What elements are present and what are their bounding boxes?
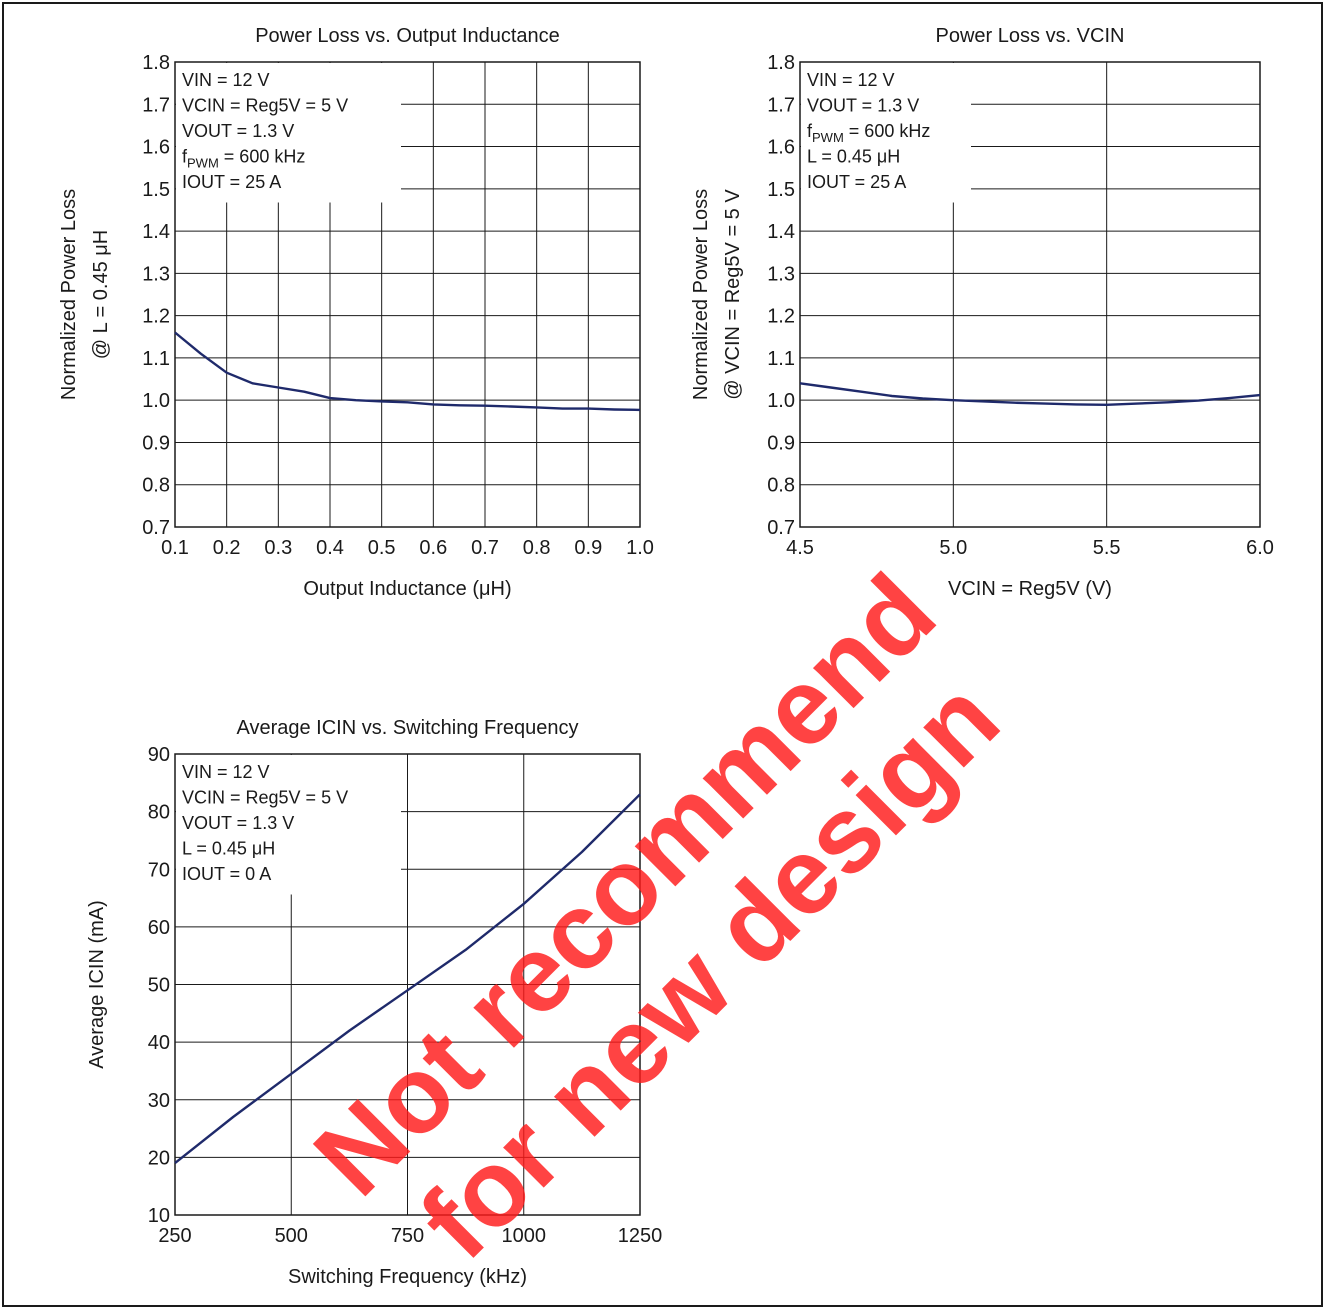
annotation-text: VCIN = Reg5V = 5 V [182, 96, 348, 116]
y-tick-label: 1.3 [767, 263, 795, 285]
x-axis-label: VCIN = Reg5V (V) [948, 578, 1112, 600]
y-tick-label: 1.1 [767, 348, 795, 370]
y-tick-label: 30 [148, 1090, 170, 1112]
annotation-text: IOUT = 0 A [182, 864, 271, 884]
x-tick-label: 0.1 [161, 537, 189, 559]
x-tick-label: 0.5 [368, 537, 396, 559]
y-tick-label: 1.0 [142, 390, 170, 412]
y-tick-label: 0.9 [767, 432, 795, 454]
y-axis-label: @ VCIN = Reg5V = 5 V [722, 189, 744, 400]
x-tick-label: 0.9 [574, 537, 602, 559]
chart-title: Average ICIN vs. Switching Frequency [236, 717, 578, 739]
y-tick-label: 1.8 [767, 52, 795, 74]
annotation-text: VCIN = Reg5V = 5 V [182, 788, 348, 808]
plot-frame [799, 61, 1261, 528]
y-tick-label: 40 [148, 1032, 170, 1054]
y-tick-label: 0.9 [142, 432, 170, 454]
x-tick-label: 250 [158, 1225, 191, 1247]
y-tick-label: 1.6 [142, 137, 170, 159]
y-tick-label: 0.8 [142, 475, 170, 497]
annotation-text: IOUT = 25 A [807, 172, 906, 192]
annotation-text: VOUT = 1.3 V [182, 813, 294, 833]
x-tick-label: 1250 [618, 1225, 663, 1247]
data-series-line [174, 331, 641, 412]
x-tick-label: 0.2 [213, 537, 241, 559]
annotation-text: fPWM = 600 kHz [807, 121, 930, 145]
x-tick-label: 1000 [502, 1225, 547, 1247]
y-tick-label: 1.6 [767, 137, 795, 159]
y-axis-label: Normalized Power Loss [690, 189, 712, 400]
y-tick-label: 1.0 [767, 390, 795, 412]
annotation-text: VIN = 12 V [182, 70, 270, 90]
y-tick-label: 0.8 [767, 475, 795, 497]
y-tick-label: 0.7 [142, 517, 170, 539]
y-tick-label: 1.4 [142, 221, 170, 243]
x-tick-label: 500 [275, 1225, 308, 1247]
x-tick-label: 5.5 [1093, 537, 1121, 559]
annotation-box [176, 63, 401, 203]
y-tick-label: 1.4 [767, 221, 795, 243]
annotation-f: f [182, 147, 188, 167]
annotation-subscript: PWM [812, 130, 844, 145]
x-tick-label: 0.6 [419, 537, 447, 559]
annotation-rest: = 600 kHz [844, 121, 931, 141]
y-tick-label: 1.2 [142, 306, 170, 328]
y-axis-label: Average ICIN (mA) [86, 900, 108, 1069]
y-tick-label: 1.3 [142, 263, 170, 285]
x-tick-label: 4.5 [786, 537, 814, 559]
chart-title: Power Loss vs. VCIN [936, 25, 1125, 47]
x-tick-label: 750 [391, 1225, 424, 1247]
annotation-text: fPWM = 600 kHz [182, 147, 305, 171]
x-axis-label: Output Inductance (μH) [303, 578, 511, 600]
y-axis-label: Normalized Power Loss [58, 189, 80, 400]
data-series-line [799, 382, 1261, 406]
x-tick-label: 5.0 [939, 537, 967, 559]
y-axis-label: @ L = 0.45 μH [90, 230, 112, 359]
y-tick-label: 80 [148, 802, 170, 824]
y-tick-label: 1.7 [767, 94, 795, 116]
x-tick-label: 0.3 [264, 537, 292, 559]
y-tick-label: 1.5 [767, 179, 795, 201]
chart-icin-vs-frequency: VIN = 12 V VCIN = Reg5V = 5 V VOUT = 1.3 V… [86, 717, 662, 1288]
y-tick-label: 1.5 [142, 179, 170, 201]
y-tick-label: 0.7 [767, 517, 795, 539]
y-tick-label: 90 [148, 744, 170, 766]
annotation-rest: = 600 kHz [219, 147, 306, 167]
y-tick-label: 70 [148, 859, 170, 881]
x-axis-label: Switching Frequency (kHz) [288, 1266, 527, 1288]
y-tick-label: 1.1 [142, 348, 170, 370]
annotation-text: L = 0.45 μH [182, 839, 275, 859]
annotation-text: VIN = 12 V [807, 70, 895, 90]
annotation-box [176, 755, 401, 895]
plot-frame [174, 753, 641, 1216]
y-tick-label: 1.2 [767, 306, 795, 328]
x-tick-label: 0.7 [471, 537, 499, 559]
y-tick-label: 60 [148, 917, 170, 939]
chart-power-loss-vs-inductance: VIN = 12 V VCIN = Reg5V = 5 V VOUT = 1.3 V… [58, 25, 654, 600]
x-tick-label: 0.4 [316, 537, 344, 559]
annotation-subscript: PWM [187, 156, 219, 171]
plot-frame [174, 61, 641, 528]
y-tick-label: 10 [148, 1205, 170, 1227]
y-tick-label: 1.7 [142, 94, 170, 116]
annotation-text: L = 0.45 μH [807, 147, 900, 167]
annotation-text: VIN = 12 V [182, 762, 270, 782]
chart-title: Power Loss vs. Output Inductance [255, 25, 560, 47]
data-series-line [174, 793, 641, 1165]
y-tick-label: 50 [148, 975, 170, 997]
x-tick-label: 0.8 [523, 537, 551, 559]
x-tick-label: 6.0 [1246, 537, 1274, 559]
annotation-text: IOUT = 25 A [182, 172, 281, 192]
annotation-text: VOUT = 1.3 V [182, 121, 294, 141]
x-tick-label: 1.0 [626, 537, 654, 559]
annotation-f: f [807, 121, 813, 141]
y-tick-label: 20 [148, 1147, 170, 1169]
annotation-box [801, 63, 971, 203]
annotation-text: VOUT = 1.3 V [807, 96, 919, 116]
y-tick-label: 1.8 [142, 52, 170, 74]
